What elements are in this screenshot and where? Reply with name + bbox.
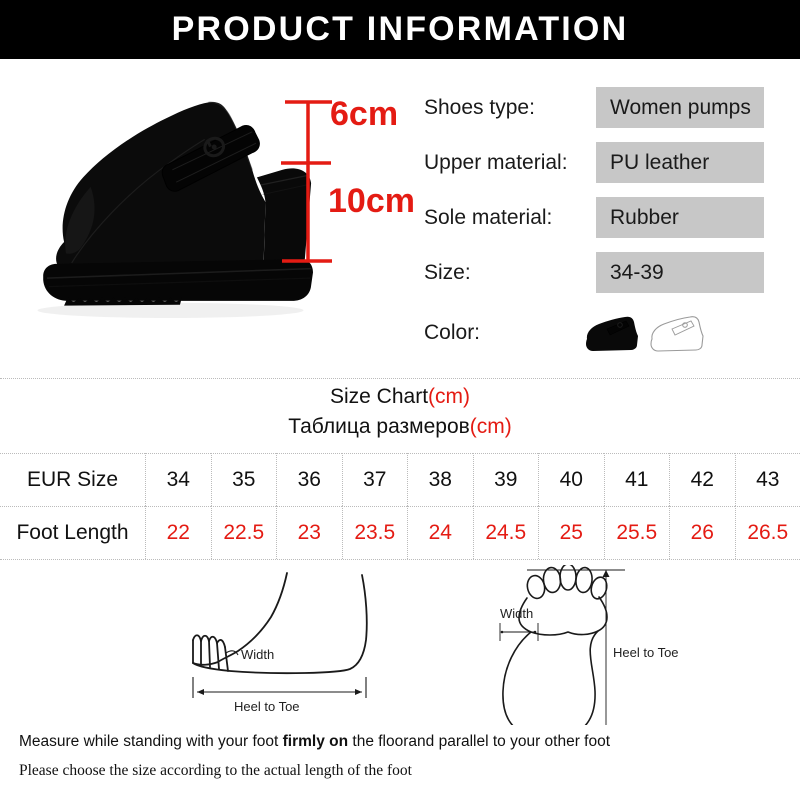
svg-text:Heel to Toe: Heel to Toe [613, 645, 679, 660]
svg-text:Width: Width [500, 606, 533, 621]
svg-text:Heel to Toe: Heel to Toe [234, 699, 300, 714]
svg-text:Width: Width [241, 647, 274, 662]
